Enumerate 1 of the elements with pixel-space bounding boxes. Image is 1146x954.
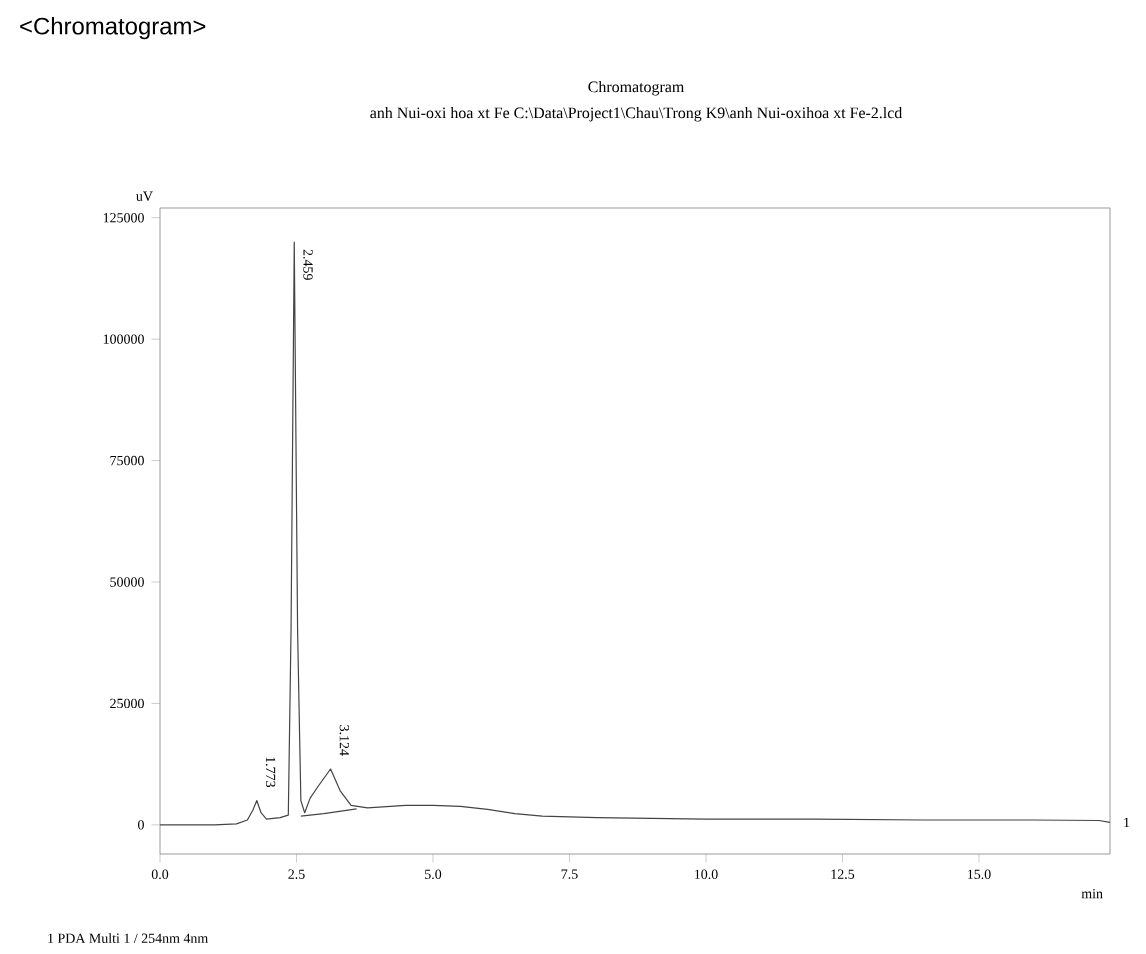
chart-title: <Chromatogram> (20, 17, 206, 40)
